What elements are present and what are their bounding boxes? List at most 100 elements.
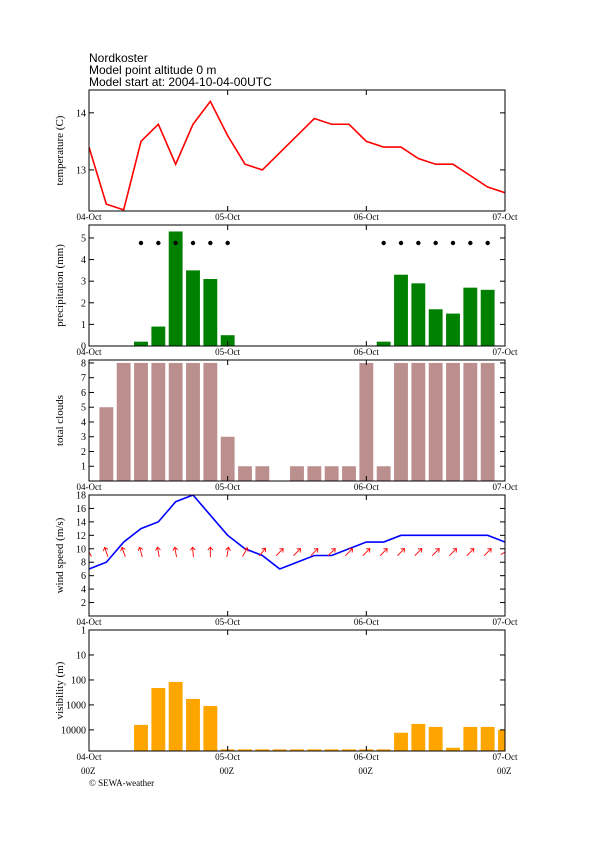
precip-symbol [433,240,438,246]
panel-frame [88,629,506,752]
y-axis-label: precipitation (mm) [54,244,66,327]
bar [134,341,148,346]
wind-arrow-shape [379,548,388,556]
bar [238,749,252,751]
bar [376,749,391,751]
wind-arrow [293,548,302,556]
x-tick-label: 07-Oct [493,212,518,222]
bar [151,362,166,481]
bar [446,747,460,751]
bar [463,287,478,346]
x-tick-label: 07-Oct [493,347,518,357]
precip-symbol [190,240,196,246]
bar [480,362,495,481]
plot-area [134,231,495,346]
wind-arrow [500,548,505,556]
wind-arrow [431,548,440,556]
bar [116,362,131,481]
x-tick-label: 04-Oct [77,617,102,627]
precip-symbol [208,240,213,246]
x-tick-label: 06-Oct [354,752,379,762]
bar [220,436,235,481]
wind-arrow-shape [172,546,179,558]
bar [376,466,391,481]
y-tick-label: 2 [81,298,86,309]
bar [342,749,356,751]
bar [428,726,443,751]
y-tick-label: 10 [76,650,86,661]
plot-area [89,495,505,570]
bar [498,729,505,751]
wind-arrow [172,546,179,558]
bar [307,466,322,481]
wind-arrow [137,546,144,558]
x-tick-label: 07-Oct [493,752,518,762]
precip-symbol [225,240,230,246]
x-tick-label: 04-Oct [77,212,102,222]
precip-symbol [156,240,161,246]
y-axis-label: visibility (m) [54,661,66,719]
precip-symbol [173,240,178,246]
credit: © SEWA-weather [89,778,154,788]
y-axis-label: total clouds [54,395,66,446]
x-tick-sublabel: 00Z [220,766,235,776]
wind-arrow-shape [225,546,231,558]
bar [324,466,339,481]
model-start: Model start at: 2004-10-04-00UTC [89,75,272,89]
wind-arrow [327,548,336,556]
bar [411,723,426,751]
panel: 13 14 04-Oct 05-Oct 06-Oct 07-Oct temperature … [54,89,518,222]
bar [394,274,408,346]
y-tick-label: 2 [81,598,86,609]
wind-arrow-shape [120,546,126,557]
wind-arrow-shape [155,546,161,558]
wind-arrow-shape [310,548,319,556]
bar [428,362,443,481]
bar [168,231,183,346]
y-tick-label: 3 [81,277,86,288]
y-axis-label: temperature (C) [54,115,66,185]
y-tick-label: 100 [71,675,86,686]
precip-symbol [450,240,456,246]
x-tick-label: 05-Oct [215,347,240,357]
plot-area [89,99,505,211]
panel-frame [88,224,506,347]
y-tick-label: 1000 [66,700,86,711]
panel: 0 1 2 3 4 5 04-Oct 05-Oct 06-Oct 07-Oct precipitat… [54,224,518,357]
x-tick-sublabel: 00Z [358,766,373,776]
wind-arrow [189,546,196,558]
x-tick-label: 05-Oct [215,212,240,222]
bar [480,726,495,751]
plot-area [134,681,505,751]
y-tick-label: 4 [81,417,86,428]
wind-arrow-shape [102,546,109,557]
x-tick-sublabel: 00Z [81,766,96,776]
wind-arrow [397,548,406,556]
wind-arrow [102,546,109,557]
wind-arrow-shape [242,547,249,557]
panel: 2 4 6 8 10 12 14 16 18 04-Oct 05-Oct 06-Oct 07-Oct wi… [54,491,518,628]
bar [220,335,235,346]
x-tick-label: 06-Oct [354,482,379,492]
wind-arrow [466,548,475,556]
wind-arrow [379,548,388,556]
wind-arrow-shape [500,548,505,556]
panel-frame [88,359,506,482]
bar [186,270,200,346]
wind-arrow-shape [362,548,371,556]
precip-symbol [485,240,490,246]
wind-arrow-shape [327,548,336,556]
bar [411,283,426,346]
x-tick-label: 05-Oct [215,617,240,627]
y-tick-label: 8 [81,358,86,369]
wind-arrow-shape [431,548,440,556]
wind-arrow-shape [449,548,458,556]
bar [203,279,218,346]
x-tick-label: 06-Oct [354,617,379,627]
y-tick-label: 14 [76,517,86,528]
wind-arrow [89,547,92,557]
bar [168,681,183,751]
wind-arrow [242,547,249,557]
bar [342,466,356,481]
